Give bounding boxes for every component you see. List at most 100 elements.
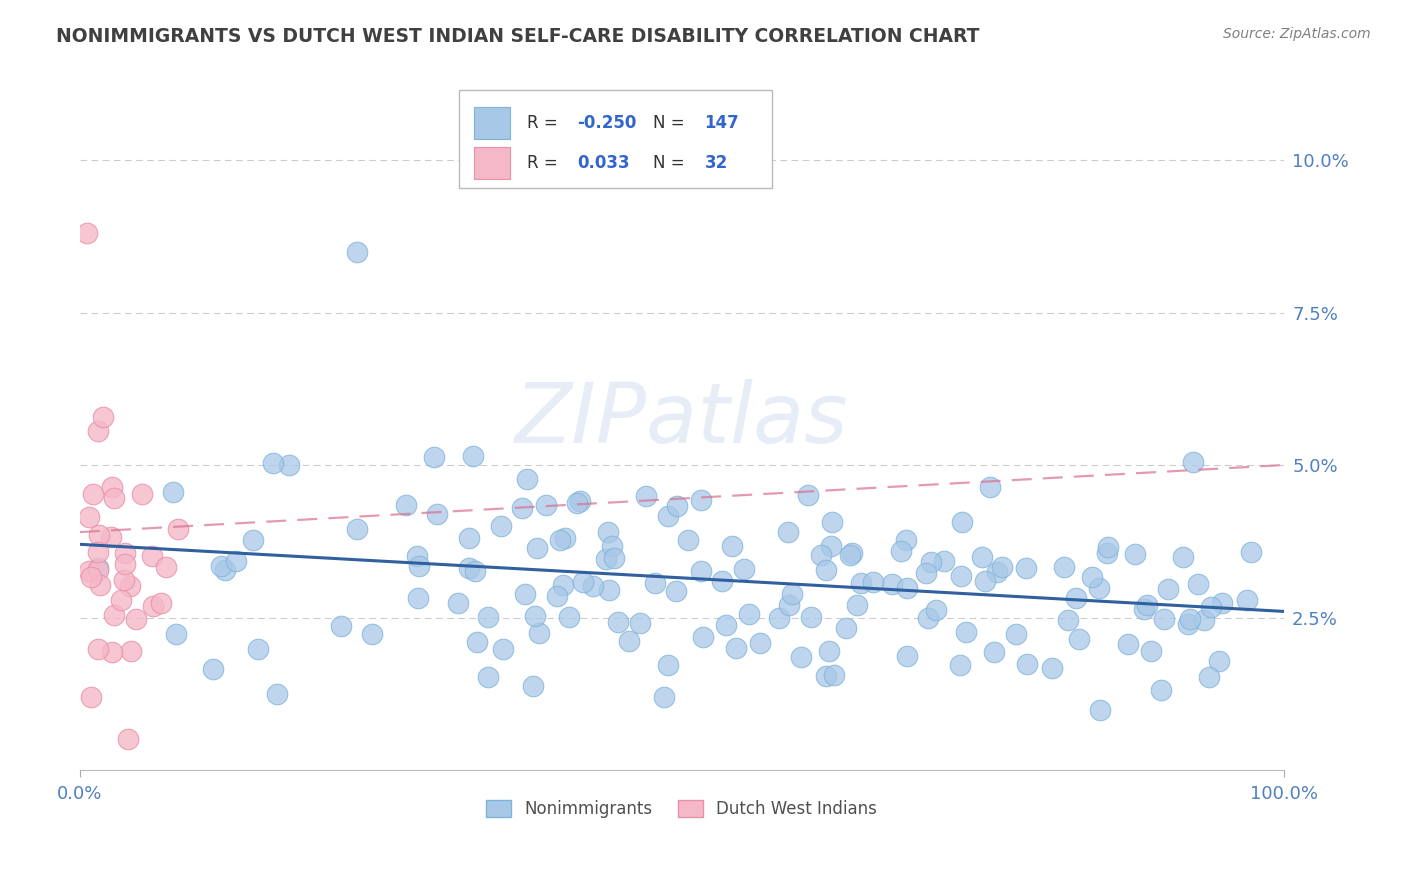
Point: [724, 640, 747, 655]
Text: -0.250: -0.250: [576, 114, 637, 132]
Point: [595, 552, 617, 566]
Point: [554, 531, 576, 545]
Point: [810, 548, 832, 562]
Point: [1064, 591, 1087, 605]
Point: [114, 558, 136, 572]
Point: [690, 565, 713, 579]
Point: [628, 615, 651, 630]
Point: [657, 657, 679, 672]
Point: [406, 549, 429, 563]
Point: [1067, 632, 1090, 646]
Text: NONIMMIGRANTS VS DUTCH WEST INDIAN SELF-CARE DISABILITY CORRELATION CHART: NONIMMIGRANTS VS DUTCH WEST INDIAN SELF-…: [56, 27, 980, 45]
Point: [1123, 547, 1146, 561]
Point: [1057, 614, 1080, 628]
Point: [165, 627, 187, 641]
Point: [1211, 596, 1233, 610]
Point: [87, 424, 110, 438]
Point: [527, 625, 550, 640]
Point: [155, 560, 177, 574]
FancyBboxPatch shape: [460, 89, 772, 188]
Point: [800, 610, 823, 624]
Point: [458, 531, 481, 545]
Point: [79, 690, 101, 704]
Point: [101, 645, 124, 659]
Legend: Nonimmigrants, Dutch West Indians: Nonimmigrants, Dutch West Indians: [479, 793, 884, 825]
Point: [225, 554, 247, 568]
Point: [890, 543, 912, 558]
Point: [361, 626, 384, 640]
Point: [1181, 455, 1204, 469]
Point: [557, 610, 579, 624]
Point: [426, 507, 449, 521]
Point: [716, 617, 738, 632]
Point: [979, 480, 1001, 494]
Point: [1236, 592, 1258, 607]
Point: [790, 649, 813, 664]
Point: [110, 593, 132, 607]
Point: [447, 596, 470, 610]
Point: [748, 636, 770, 650]
Point: [814, 669, 837, 683]
Point: [346, 244, 368, 259]
Point: [77, 564, 100, 578]
Point: [606, 615, 628, 629]
Point: [120, 579, 142, 593]
Point: [87, 563, 110, 577]
Point: [1198, 670, 1220, 684]
Point: [1017, 657, 1039, 671]
Point: [846, 598, 869, 612]
Point: [491, 519, 513, 533]
Point: [952, 516, 974, 530]
Point: [657, 508, 679, 523]
Point: [778, 599, 800, 613]
Point: [1192, 613, 1215, 627]
Point: [1097, 540, 1119, 554]
Point: [548, 533, 571, 547]
Point: [665, 584, 688, 599]
Point: [553, 577, 575, 591]
Point: [80, 570, 103, 584]
Point: [666, 499, 689, 513]
Point: [644, 575, 666, 590]
Point: [86, 544, 108, 558]
Point: [733, 561, 755, 575]
Point: [1171, 549, 1194, 564]
Point: [103, 607, 125, 622]
Point: [654, 690, 676, 704]
Point: [262, 457, 284, 471]
Point: [461, 450, 484, 464]
Point: [87, 641, 110, 656]
Point: [395, 498, 418, 512]
Point: [142, 599, 165, 613]
Point: [823, 667, 845, 681]
Point: [955, 624, 977, 639]
FancyBboxPatch shape: [474, 147, 509, 179]
Point: [1005, 626, 1028, 640]
Point: [776, 524, 799, 539]
Point: [598, 524, 620, 539]
Point: [602, 551, 624, 566]
Point: [820, 539, 842, 553]
Point: [1040, 661, 1063, 675]
Point: [406, 591, 429, 606]
Point: [408, 559, 430, 574]
Point: [721, 539, 744, 553]
Point: [818, 644, 841, 658]
Point: [834, 621, 856, 635]
Point: [546, 589, 568, 603]
Point: [91, 409, 114, 424]
Point: [89, 578, 111, 592]
Point: [114, 546, 136, 560]
Point: [821, 515, 844, 529]
Point: [141, 549, 163, 564]
Point: [634, 489, 657, 503]
Point: [1187, 577, 1209, 591]
Point: [571, 575, 593, 590]
Point: [780, 586, 803, 600]
Point: [896, 648, 918, 663]
Point: [950, 569, 973, 583]
Point: [150, 596, 173, 610]
Point: [796, 487, 818, 501]
Point: [1177, 616, 1199, 631]
Point: [346, 522, 368, 536]
